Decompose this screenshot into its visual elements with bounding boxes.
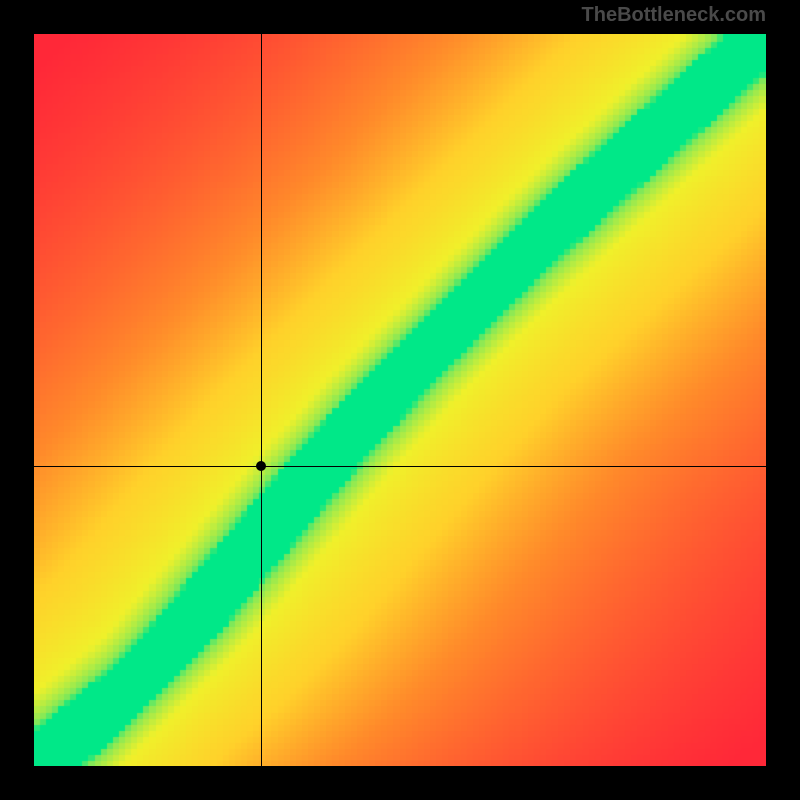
crosshair-dot	[256, 461, 266, 471]
crosshair-vertical	[261, 34, 262, 766]
heatmap-plot	[34, 34, 766, 766]
heatmap-canvas	[34, 34, 766, 766]
watermark-text: TheBottleneck.com	[582, 4, 766, 27]
crosshair-horizontal	[34, 466, 766, 467]
